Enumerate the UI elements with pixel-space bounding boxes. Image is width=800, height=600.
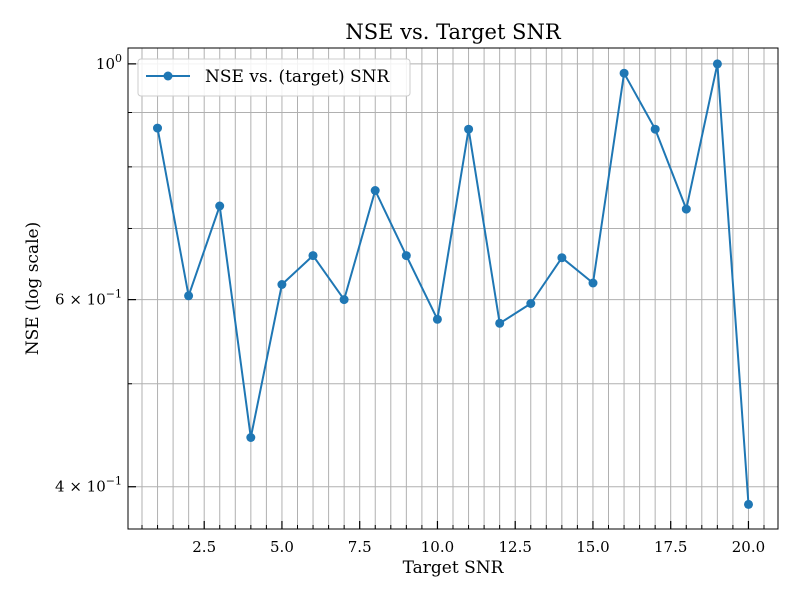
x-tick-label: 15.0 — [576, 538, 609, 556]
x-tick-label: 2.5 — [192, 538, 216, 556]
chart-title: NSE vs. Target SNR — [345, 20, 561, 44]
x-axis-label: Target SNR — [403, 558, 505, 578]
data-point — [526, 299, 536, 308]
x-tick-label: 7.5 — [348, 538, 372, 556]
data-point — [712, 59, 722, 69]
x-tick-label: 17.5 — [654, 538, 687, 556]
legend-box — [137, 58, 411, 97]
x-tick-label: 12.5 — [498, 538, 531, 556]
data-point — [744, 499, 753, 509]
legend: NSE vs. (target) SNR — [137, 58, 411, 97]
y-tick-label: 100 — [96, 52, 122, 73]
data-point — [681, 204, 691, 214]
data-point — [432, 314, 442, 324]
data-point — [215, 201, 225, 211]
data-point — [153, 123, 162, 133]
x-tick-label: 10.0 — [421, 538, 454, 556]
data-point — [308, 251, 318, 261]
data-point — [588, 278, 598, 288]
data-point — [650, 124, 660, 134]
data-point — [557, 253, 567, 263]
data-point — [370, 186, 380, 195]
series-line — [156, 62, 750, 505]
data-point — [246, 433, 256, 442]
legend-marker-swatch — [163, 71, 173, 81]
data-point — [619, 68, 629, 78]
data-point — [495, 318, 505, 328]
data-point — [184, 291, 194, 301]
y-tick-label: 4 × 10−1 — [55, 475, 122, 496]
data-point — [464, 124, 474, 134]
data-point — [401, 251, 411, 261]
y-axis-label: NSE (log scale) — [23, 222, 43, 355]
data-point — [339, 295, 349, 305]
series-layer — [153, 59, 753, 509]
x-tick-label: 5.0 — [270, 538, 294, 556]
ticks: 2.5 5.0 7.5 10.0 12.5 15.0 17.5 20.0 4 × 10−1 6 ×… — [55, 52, 765, 556]
x-tick-label: 20.0 — [732, 538, 765, 556]
legend-label: NSE vs. (target) SNR — [205, 67, 391, 87]
data-point — [277, 280, 287, 289]
y-tick-label: 6 × 10−1 — [55, 288, 122, 309]
